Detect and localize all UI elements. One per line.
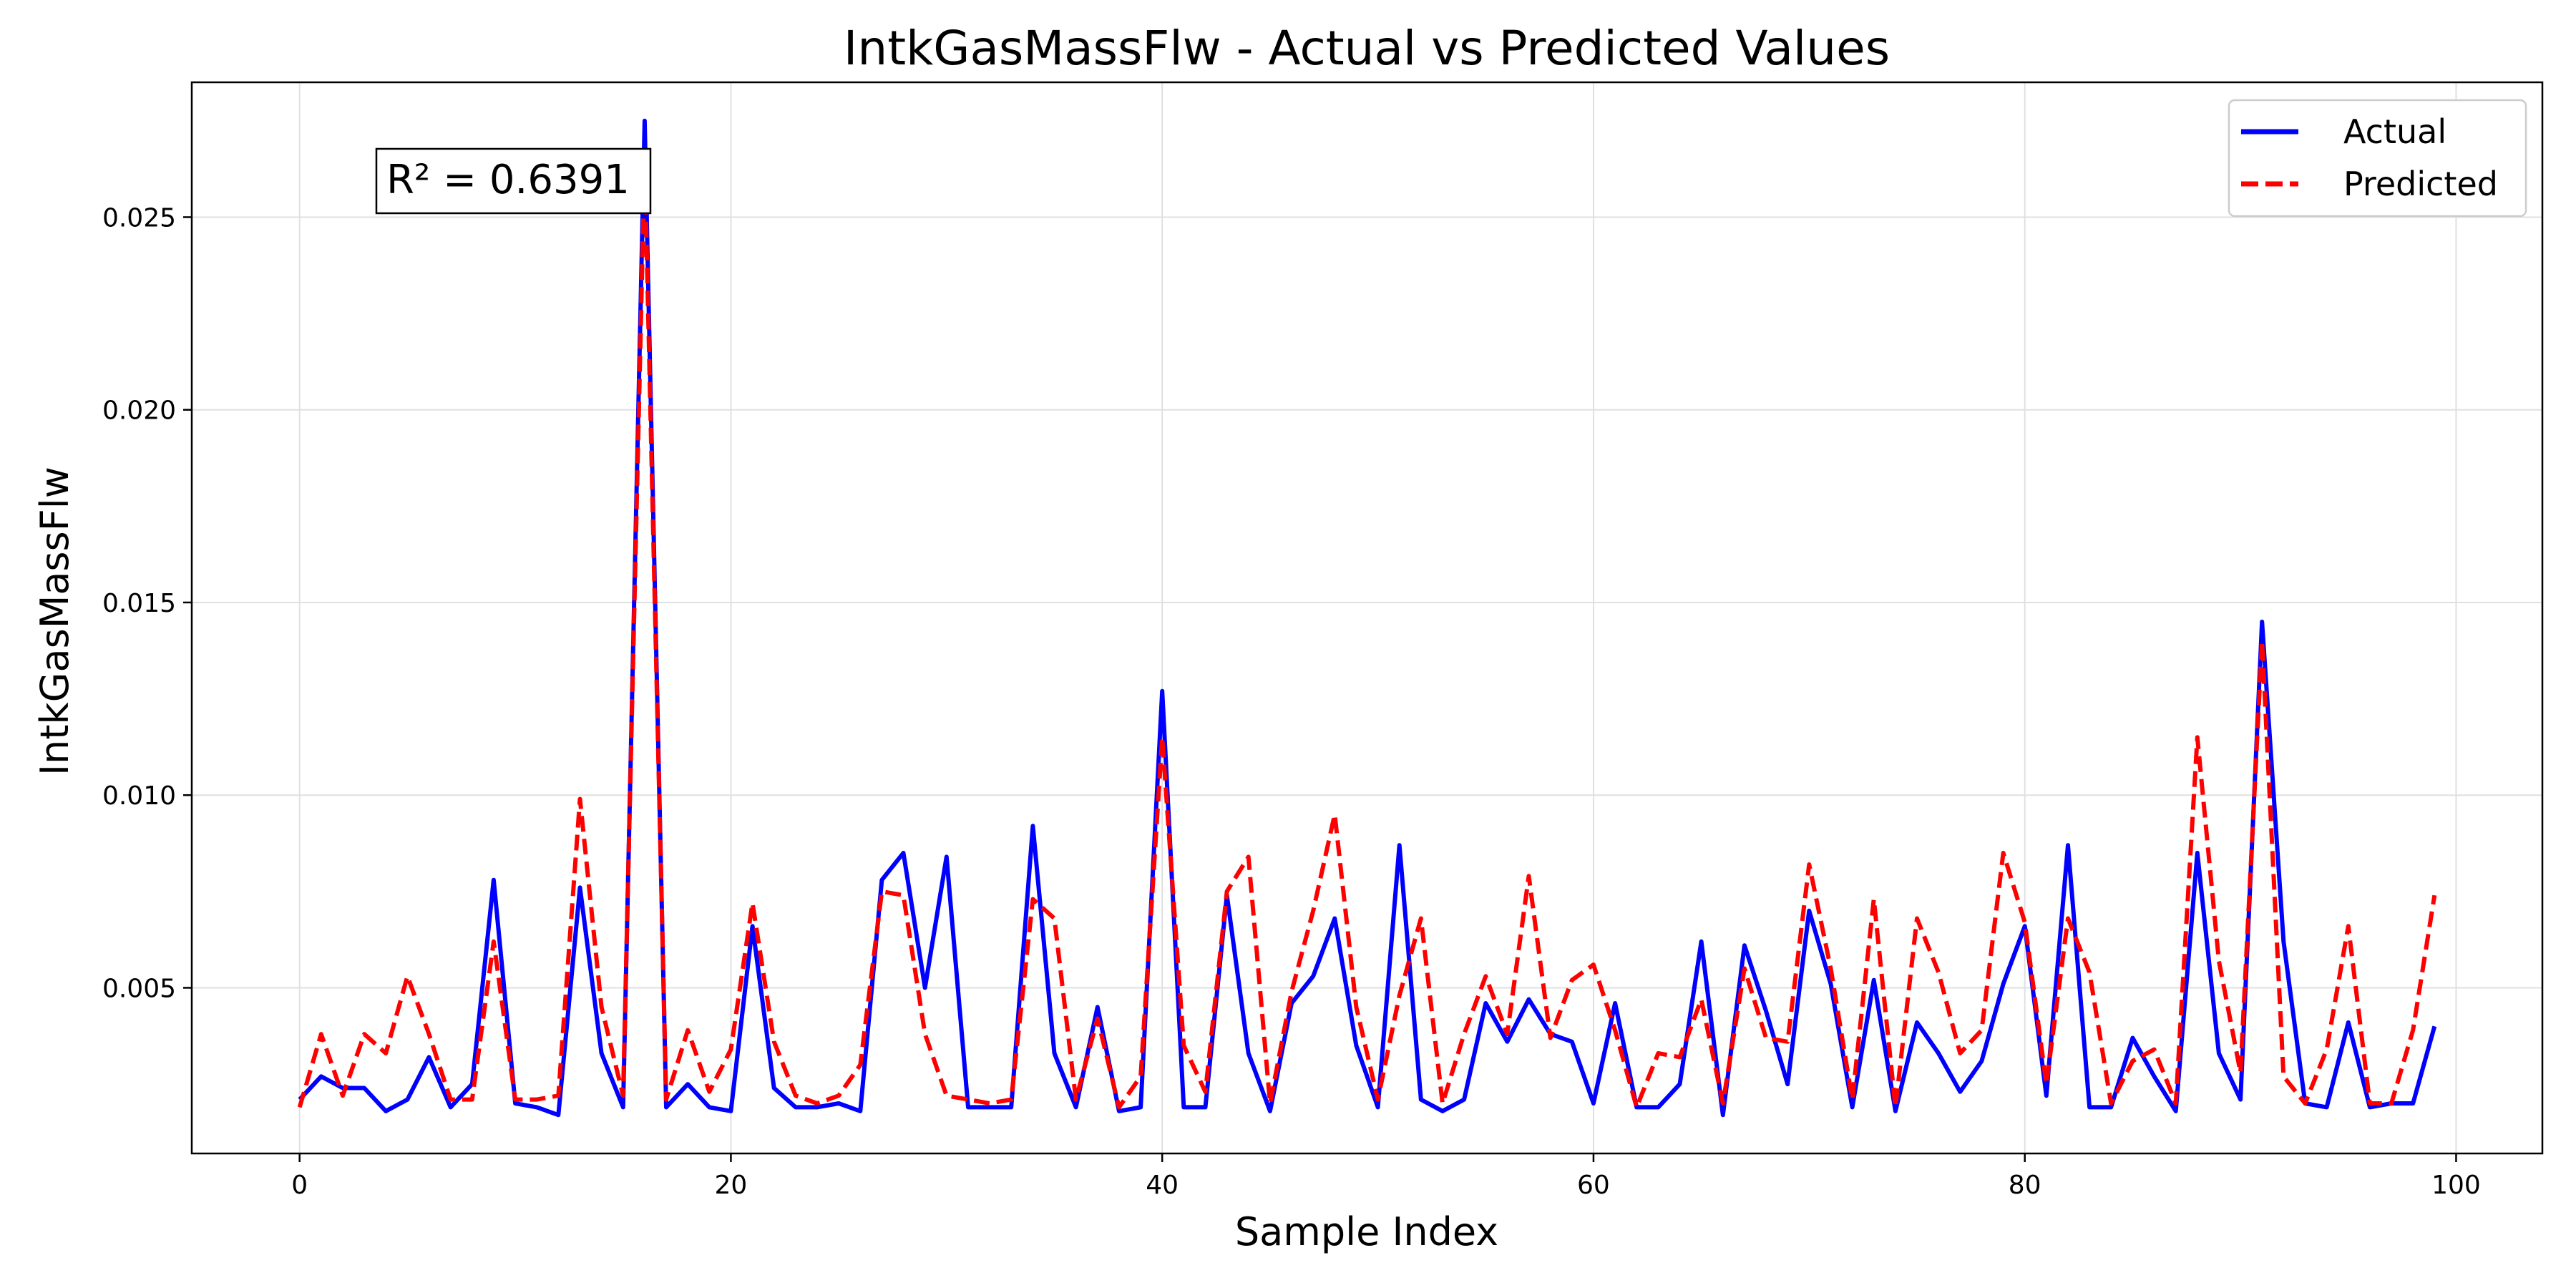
x-tick-label: 80 — [2009, 1171, 2041, 1200]
x-tick-label: 60 — [1577, 1171, 1610, 1200]
series-lines — [297, 118, 2437, 1118]
chart-title: IntkGasMassFlw - Actual vs Predicted Val… — [844, 21, 1890, 76]
y-tick-label: 0.020 — [102, 396, 176, 426]
annotation-text: R² = 0.6391 — [386, 157, 630, 203]
axis-ticks: 0 20 40 60 80 100 0.005 0.010 0.015 0.020 0.025 — [102, 203, 2481, 1200]
legend-label-actual: Actual — [2343, 112, 2446, 151]
y-tick-label: 0.010 — [102, 781, 176, 811]
x-tick-label: 100 — [2431, 1171, 2481, 1200]
legend: Actual Predicted — [2228, 99, 2527, 218]
grid — [192, 82, 2542, 1153]
x-tick-label: 0 — [291, 1171, 308, 1200]
x-tick-label: 20 — [715, 1171, 748, 1200]
x-axis-title: Sample Index — [1235, 1209, 1498, 1254]
plot-area-frame — [190, 81, 2544, 1155]
y-axis-title: IntkGasMassFlw — [32, 467, 77, 776]
y-tick-label: 0.015 — [102, 589, 176, 618]
legend-box — [2228, 99, 2527, 218]
y-tick-label: 0.005 — [102, 974, 176, 1003]
legend-label-predicted: Predicted — [2343, 165, 2498, 203]
y-tick-label: 0.025 — [102, 203, 176, 233]
series-line-predicted — [297, 157, 2437, 1110]
annotation-box — [375, 147, 652, 215]
x-tick-label: 40 — [1146, 1171, 1179, 1200]
r-squared-annotation: R² = 0.6391 — [375, 147, 652, 215]
